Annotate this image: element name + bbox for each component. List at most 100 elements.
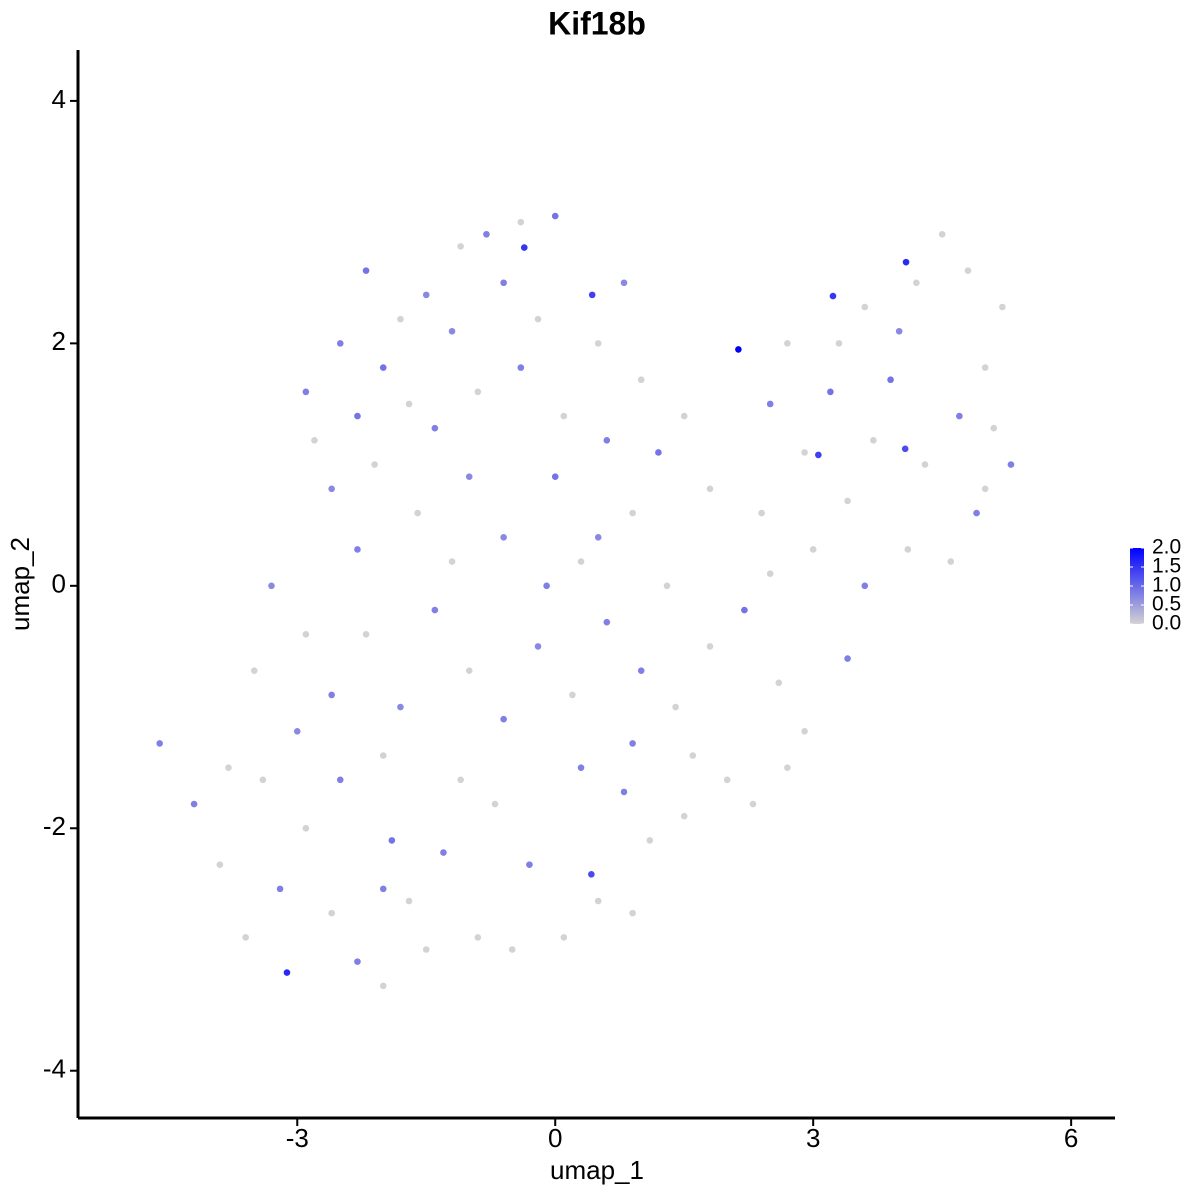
data-point — [594, 534, 602, 541]
data-point — [405, 400, 413, 408]
data-point — [603, 437, 611, 444]
data-point — [276, 885, 284, 893]
data-point — [981, 364, 989, 371]
data-point — [784, 764, 791, 771]
data-point — [620, 279, 628, 287]
data-point — [689, 752, 697, 759]
data-point — [964, 267, 972, 274]
data-point — [422, 946, 430, 953]
data-point — [379, 364, 387, 371]
data-point — [500, 534, 507, 541]
data-point — [809, 546, 817, 553]
data-point — [577, 764, 585, 771]
colorbar-tick-label: 1.5 — [1152, 555, 1181, 578]
data-point — [655, 449, 662, 456]
data-point — [973, 509, 980, 517]
data-point — [354, 958, 361, 965]
data-point — [672, 703, 679, 711]
data-point — [629, 740, 636, 747]
data-point — [440, 849, 447, 856]
data-point — [861, 303, 869, 311]
data-point — [397, 315, 404, 323]
data-point — [190, 800, 198, 808]
data-point — [422, 291, 430, 299]
data-point — [379, 752, 387, 759]
data-point — [448, 327, 456, 335]
data-point — [328, 485, 335, 493]
data-point — [520, 244, 528, 251]
data-point — [629, 909, 636, 917]
data-point — [216, 861, 224, 868]
data-point — [887, 376, 894, 384]
data-point — [336, 340, 344, 347]
colorbar-tick-label: 0.5 — [1152, 593, 1181, 616]
data-point — [999, 303, 1006, 311]
data-point — [827, 388, 834, 396]
data-point — [904, 546, 912, 553]
data-point — [551, 212, 559, 220]
data-point — [844, 497, 851, 505]
data-point — [560, 412, 568, 420]
data-point — [311, 437, 318, 444]
data-point — [336, 776, 344, 784]
data-point — [388, 837, 396, 844]
data-point — [250, 667, 258, 674]
data-point — [680, 812, 688, 820]
data-point — [465, 473, 473, 481]
data-point — [302, 388, 310, 396]
data-point — [588, 291, 596, 299]
data-point — [861, 582, 869, 590]
data-point — [293, 727, 301, 735]
data-point — [844, 655, 851, 662]
data-point — [457, 243, 464, 250]
data-point — [268, 582, 275, 590]
data-point — [775, 679, 783, 687]
data-point — [569, 691, 576, 699]
data-point — [901, 445, 909, 453]
data-point — [801, 727, 808, 735]
data-point — [588, 871, 595, 878]
data-point — [637, 376, 645, 384]
data-point — [302, 631, 310, 638]
data-point — [362, 631, 370, 638]
data-point — [594, 340, 602, 347]
data-point — [646, 837, 654, 844]
data-point — [397, 703, 404, 711]
data-point — [749, 800, 757, 808]
data-point — [242, 934, 249, 941]
data-point — [431, 424, 439, 432]
data-point — [913, 279, 920, 287]
data-point — [560, 934, 568, 941]
data-point — [921, 461, 929, 468]
data-point — [663, 582, 671, 590]
data-point — [990, 424, 998, 432]
data-point — [517, 218, 525, 226]
data-point — [474, 934, 482, 941]
x-tick-label: -3 — [286, 1123, 309, 1153]
data-point — [620, 788, 628, 796]
x-tick-label: 0 — [548, 1123, 562, 1153]
data-point — [457, 776, 464, 784]
data-point — [517, 364, 525, 371]
data-point — [431, 606, 439, 614]
data-point — [508, 946, 516, 953]
data-point — [902, 258, 910, 266]
data-point — [680, 412, 688, 420]
data-point — [448, 558, 456, 565]
data-point — [766, 400, 774, 408]
data-point — [629, 509, 636, 517]
data-point — [465, 667, 473, 674]
data-point — [302, 824, 310, 832]
data-point — [328, 909, 335, 917]
data-point — [534, 643, 542, 650]
data-point — [551, 473, 559, 481]
colorbar-tick-label: 1.0 — [1152, 574, 1181, 597]
data-point — [500, 279, 507, 287]
chart-title: Kif18b — [548, 5, 646, 41]
data-point — [895, 327, 903, 335]
data-point — [815, 451, 822, 459]
data-point — [735, 346, 742, 353]
x-axis-label: umap_1 — [550, 1155, 644, 1185]
data-point — [956, 412, 963, 420]
